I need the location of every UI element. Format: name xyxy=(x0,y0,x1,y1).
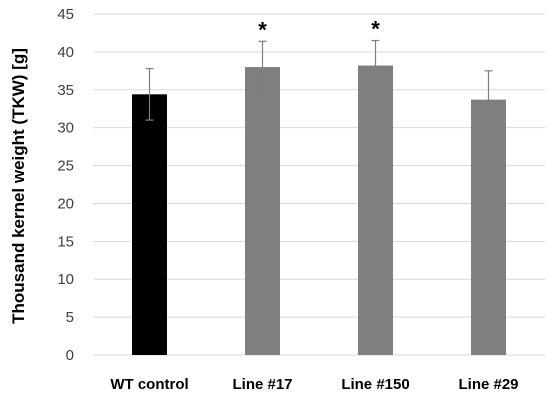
significance-markers: * * xyxy=(258,17,380,43)
x-tick-label: WT control xyxy=(110,376,188,393)
y-tick-label: 25 xyxy=(57,158,74,175)
gridlines xyxy=(93,13,545,356)
y-tick-label: 10 xyxy=(57,271,74,288)
y-tick-label: 40 xyxy=(57,44,74,61)
bar xyxy=(132,94,167,355)
y-axis-title: Thousand kernel weight (TKW) [g] xyxy=(9,48,28,324)
error-bar xyxy=(371,39,380,92)
y-tick-label: 35 xyxy=(57,82,74,99)
x-tick-label: Line #150 xyxy=(341,376,409,393)
y-tick-label: 30 xyxy=(57,120,74,137)
error-bar xyxy=(145,67,154,121)
error-bar xyxy=(484,70,493,130)
x-tick-label: Line #29 xyxy=(458,376,518,393)
y-tick-label: 45 xyxy=(57,6,74,23)
bar xyxy=(358,65,393,355)
x-tick-label: Line #17 xyxy=(232,376,292,393)
bar xyxy=(245,67,280,356)
y-tick-label: 5 xyxy=(66,309,74,326)
significance-asterisk: * xyxy=(371,17,380,42)
error-bars xyxy=(145,39,493,130)
significance-asterisk: * xyxy=(258,17,267,42)
x-tick-labels: WT control Line #17 Line #150 Line #29 xyxy=(110,376,518,393)
bars xyxy=(132,65,506,356)
y-tick-label: 0 xyxy=(66,347,74,364)
error-bar xyxy=(258,40,267,94)
y-tick-labels: 0 5 10 15 20 25 30 35 40 45 xyxy=(57,6,74,364)
bar xyxy=(471,99,506,355)
y-tick-label: 20 xyxy=(57,195,74,212)
y-tick-label: 15 xyxy=(57,233,74,250)
